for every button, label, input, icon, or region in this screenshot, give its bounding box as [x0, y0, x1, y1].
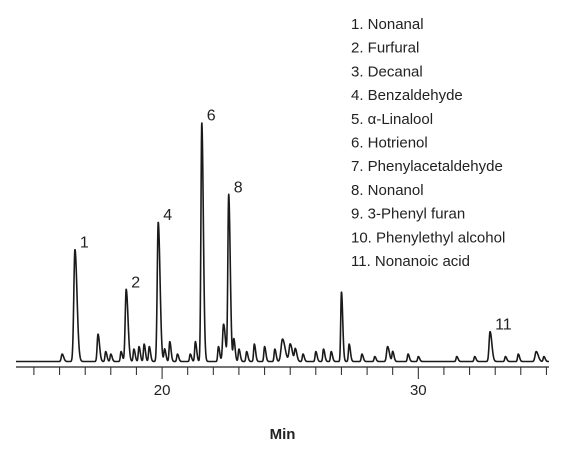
legend-item: 11. Nonanoic acid	[351, 253, 470, 270]
legend-item: 5. α-Linalool	[351, 111, 433, 128]
legend-item: 4. Benzaldehyde	[351, 87, 463, 104]
x-axis-title: Min	[270, 426, 296, 443]
legend-item: 1. Nonanal	[351, 16, 424, 33]
legend-item: 8. Nonanol	[351, 182, 424, 199]
legend-item: 10. Phenylethyl alcohol	[351, 229, 505, 246]
x-axis-ticks: 20 30	[33, 367, 547, 399]
peak-label-11: 11	[495, 317, 512, 334]
peak-label-8: 8	[234, 180, 243, 197]
chromatogram-trace	[15, 122, 550, 363]
peak-label-6: 6	[207, 108, 216, 125]
tick-label-30: 30	[410, 382, 427, 399]
peak-label-4: 4	[163, 207, 172, 224]
legend-item: 6. Hotrienol	[351, 135, 428, 152]
legend: 1. Nonanal 2. Furfural 3. Decanal 4. Benzal…	[351, 16, 505, 270]
peak-labels: 1 2 4 6 8 11	[80, 108, 512, 334]
tick-label-20: 20	[154, 382, 171, 399]
legend-item: 7. Phenylacetaldehyde	[351, 158, 503, 175]
legend-item: 2. Furfural	[351, 40, 419, 57]
peak-label-2: 2	[131, 274, 140, 291]
legend-item: 9. 3-Phenyl furan	[351, 206, 465, 223]
peak-label-1: 1	[80, 235, 89, 252]
legend-item: 3. Decanal	[351, 63, 423, 80]
